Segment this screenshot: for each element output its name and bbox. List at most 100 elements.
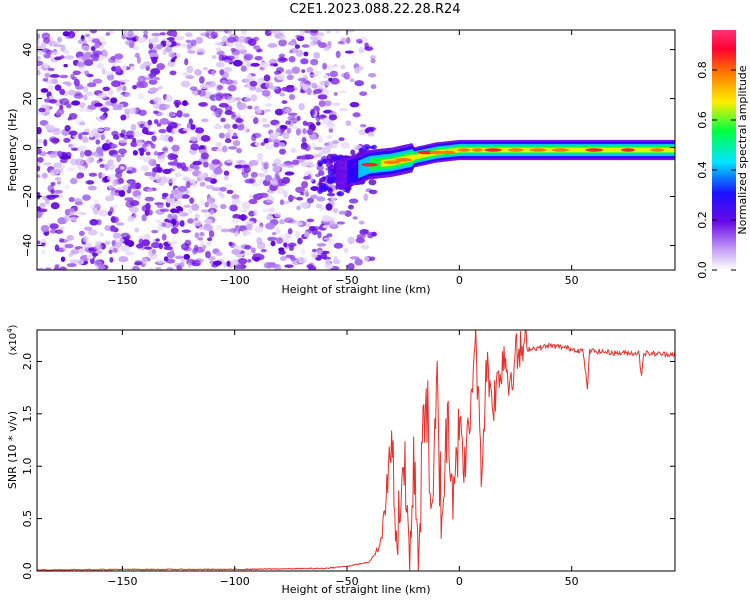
noise-blob <box>206 197 216 205</box>
noise-blob <box>352 112 361 118</box>
noise-blob <box>158 85 163 90</box>
noise-blob <box>302 128 307 135</box>
noise-blob <box>143 30 149 35</box>
noise-blob <box>253 209 258 217</box>
noise-blob <box>284 171 295 176</box>
noise-blob <box>240 65 247 72</box>
noise-blob <box>327 40 332 46</box>
noise-blob <box>262 208 271 213</box>
snr-y-label: SNR (10 * v/v) <box>6 411 19 489</box>
noise-blob <box>291 66 301 74</box>
noise-blob <box>49 228 57 234</box>
noise-blob <box>232 123 238 130</box>
noise-blob <box>343 247 349 254</box>
noise-blob <box>114 189 121 193</box>
noise-blob <box>130 141 138 148</box>
noise-blob <box>349 256 360 260</box>
noise-blob <box>74 198 83 204</box>
noise-blob <box>110 215 116 223</box>
noise-blob <box>211 159 221 165</box>
noise-blob <box>317 249 323 254</box>
noise-blob <box>41 249 46 255</box>
noise-blob <box>257 78 263 85</box>
noise-blob <box>290 147 297 153</box>
noise-blob <box>136 195 141 200</box>
noise-blob <box>226 30 233 35</box>
noise-blob <box>330 195 336 202</box>
noise-blob <box>141 127 149 135</box>
noise-blob <box>173 99 182 106</box>
noise-blob <box>287 242 297 247</box>
noise-blob <box>359 123 367 128</box>
noise-blob <box>305 220 311 229</box>
noise-blob <box>285 254 293 259</box>
noise-blob <box>167 240 178 245</box>
noise-blob <box>185 181 191 189</box>
colorbar-label: Normalized spectral amplitude <box>736 65 749 234</box>
noise-blob <box>114 53 124 60</box>
noise-blob <box>328 127 334 133</box>
noise-blob <box>295 34 301 39</box>
noise-blob <box>50 137 60 143</box>
noise-blob <box>100 107 110 112</box>
noise-blob <box>114 237 125 244</box>
noise-blob <box>347 262 355 270</box>
noise-blob <box>129 65 136 72</box>
ridge-blob <box>326 153 334 161</box>
noise-blob <box>294 44 301 49</box>
noise-blob <box>107 173 117 182</box>
noise-blob <box>54 56 62 61</box>
noise-blob <box>237 35 248 43</box>
noise-blob <box>59 98 70 106</box>
noise-blob <box>268 207 276 213</box>
noise-blob <box>67 167 75 172</box>
noise-blob <box>110 97 118 104</box>
noise-blob <box>338 90 347 94</box>
noise-blob <box>244 78 253 84</box>
noise-blob <box>136 139 144 146</box>
noise-blob <box>330 77 340 85</box>
noise-blob <box>354 146 360 151</box>
ridge-blob <box>318 162 323 167</box>
noise-blob <box>112 232 122 239</box>
noise-blob <box>286 127 292 134</box>
noise-blob <box>48 95 55 100</box>
noise-blob <box>70 177 78 185</box>
noise-blob <box>276 74 285 81</box>
noise-blob <box>328 114 338 121</box>
noise-blob <box>75 158 85 166</box>
noise-blob <box>43 37 51 44</box>
noise-blob <box>65 82 72 87</box>
noise-blob <box>296 115 301 122</box>
noise-blob <box>85 91 94 97</box>
noise-blob <box>104 225 112 231</box>
noise-blob <box>271 165 281 173</box>
noise-blob <box>165 95 173 103</box>
noise-blob <box>311 248 317 253</box>
noise-blob <box>60 226 65 231</box>
noise-blob <box>219 186 227 192</box>
noise-blob <box>224 55 235 60</box>
noise-blob <box>104 163 110 171</box>
noise-blob <box>153 110 159 114</box>
noise-blob <box>37 143 42 147</box>
noise-blob <box>67 89 77 96</box>
noise-blob <box>318 100 326 107</box>
noise-blob <box>57 36 62 43</box>
noise-blob <box>254 55 263 61</box>
noise-blob <box>297 237 303 245</box>
noise-blob <box>228 259 239 266</box>
noise-blob <box>179 262 185 268</box>
noise-blob <box>309 133 317 141</box>
noise-blob <box>235 113 242 118</box>
noise-blob <box>287 228 293 235</box>
noise-blob <box>262 123 271 128</box>
noise-blob <box>253 45 261 50</box>
noise-blob <box>121 185 128 192</box>
noise-blob <box>235 118 244 123</box>
x-tick-label: −50 <box>335 274 358 287</box>
noise-blob <box>95 250 103 254</box>
noise-blob <box>221 80 227 85</box>
noise-blob <box>156 122 162 127</box>
noise-blob <box>187 208 193 214</box>
